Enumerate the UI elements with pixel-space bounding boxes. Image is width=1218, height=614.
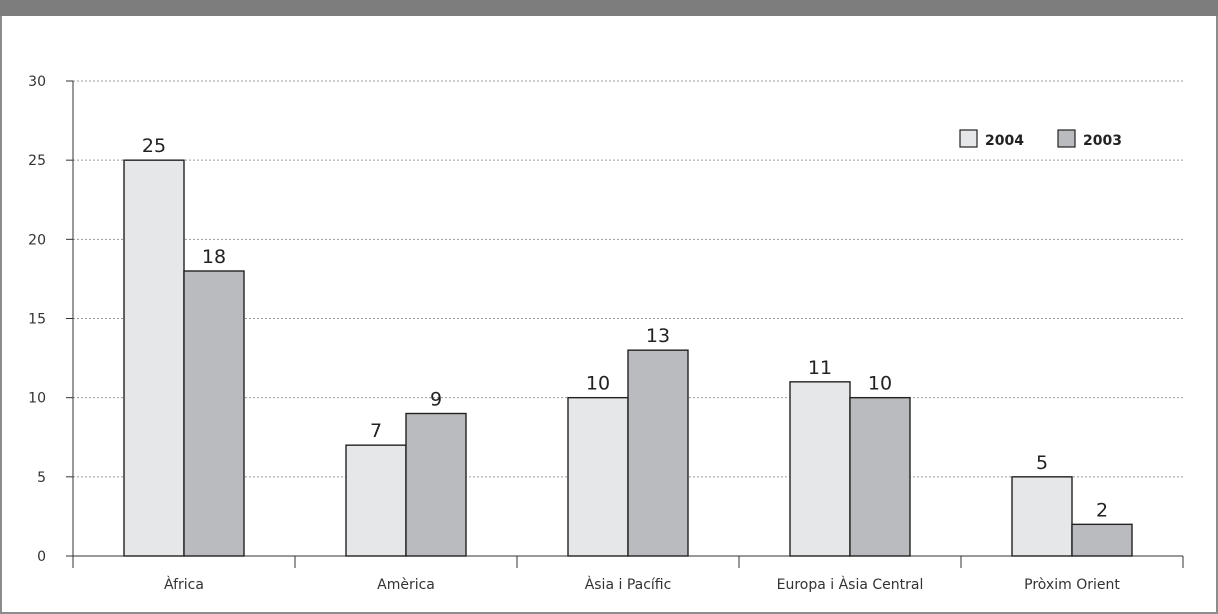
y-tick-label: 15: [28, 312, 46, 328]
data-label: 9: [430, 389, 442, 411]
data-label: 18: [202, 246, 226, 268]
bar-2004-4: [789, 381, 851, 557]
bar-2004-2: [345, 444, 407, 557]
legend-label: 2003: [1083, 133, 1122, 149]
data-label: 2: [1096, 499, 1108, 521]
bar-2003-3: [627, 349, 689, 557]
x-tick-label: Àfrica: [164, 576, 204, 593]
data-label: 10: [868, 373, 892, 395]
y-tick-label: 20: [28, 232, 46, 248]
legend: 2004 2003: [959, 129, 1122, 149]
header-bar: [0, 0, 1218, 16]
legend-label: 2004: [985, 133, 1024, 149]
bar-2003-5: [1071, 523, 1133, 557]
y-tick-label: 5: [37, 470, 46, 486]
bar-2003-2: [405, 412, 467, 557]
x-tick-label: Europa i Àsia Central: [777, 576, 924, 593]
bars: [123, 159, 1133, 557]
data-label: 10: [586, 373, 610, 395]
data-label: 25: [142, 135, 166, 157]
legend-swatch-2003: [1057, 129, 1076, 148]
grid-lines: [73, 80, 1183, 478]
y-tick-label: 25: [28, 153, 46, 169]
data-label: 11: [808, 357, 832, 379]
y-tick-label: 10: [28, 391, 46, 407]
data-label: 13: [646, 325, 670, 347]
data-label: 7: [370, 420, 382, 442]
bar-2003-1: [183, 270, 245, 557]
x-axis: Àfrica Amèrica Àsia i Pacífic Europa i Àsia…: [72, 555, 1184, 593]
x-tick-label: Pròxim Orient: [1024, 577, 1120, 593]
value-labels: 25 7 10 11 5 18 9 13 10 2: [142, 135, 1108, 521]
x-tick-label: Àsia i Pacífic: [585, 576, 672, 593]
bar-2004-5: [1011, 476, 1073, 557]
x-tick-label: Amèrica: [377, 577, 435, 593]
data-label: 5: [1036, 452, 1048, 474]
legend-swatch-2004: [959, 129, 978, 148]
y-tick-label: 30: [28, 74, 46, 90]
y-tick-label: 0: [37, 549, 46, 565]
bar-2003-4: [849, 396, 911, 557]
y-axis: 0 5 10 15 20 25 30: [28, 74, 74, 565]
bar-2004-3: [567, 396, 629, 557]
bar-2004-1: [123, 159, 185, 557]
